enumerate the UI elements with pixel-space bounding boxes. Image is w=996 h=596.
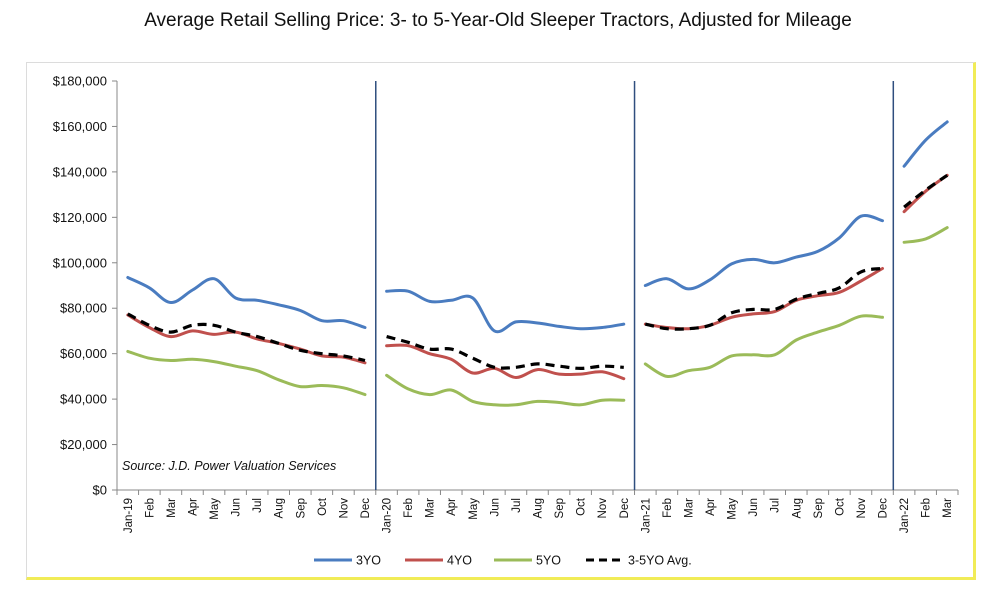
y-tick-label: $120,000 xyxy=(53,210,107,225)
x-tick-label: Feb xyxy=(403,498,415,518)
y-tick-label: $40,000 xyxy=(60,392,107,407)
y-tick-label: $20,000 xyxy=(60,437,107,452)
x-tick-label: Sep xyxy=(813,498,825,518)
y-tick-label: $80,000 xyxy=(60,301,107,316)
y-tick-label: $60,000 xyxy=(60,346,107,361)
x-tick-label: Feb xyxy=(144,498,156,518)
series-line-5yo xyxy=(643,314,884,379)
series-line-3-5yo-avg- xyxy=(644,266,883,331)
chart-title: Average Retail Selling Price: 3- to 5-Ye… xyxy=(144,10,852,31)
series-line-4yo xyxy=(643,267,884,331)
series-line-3-5yo-avg- xyxy=(127,312,366,363)
series-line-3yo xyxy=(126,276,367,329)
x-tick-label: Jul xyxy=(511,498,523,513)
legend-label: 5YO xyxy=(536,554,561,568)
x-tick-label: Mar xyxy=(425,498,437,518)
x-tick-label: May xyxy=(468,498,480,520)
x-tick-label: Mar xyxy=(683,498,695,518)
legend-label: 3-5YO Avg. xyxy=(628,554,692,568)
x-tick-label: Aug xyxy=(533,498,545,518)
x-tick-label: Feb xyxy=(662,498,674,518)
series-line-3yo xyxy=(643,214,884,291)
x-tick-label: Oct xyxy=(317,497,329,516)
x-tick-label: Nov xyxy=(597,498,609,519)
x-tick-label: Feb xyxy=(921,498,933,518)
x-tick-label: Dec xyxy=(360,498,372,519)
x-tick-label: Sep xyxy=(554,498,566,518)
x-tick-label: Dec xyxy=(878,498,890,519)
x-tick-label: Jun xyxy=(748,498,760,517)
series-line-4yo xyxy=(385,343,626,381)
x-tick-label: Jan-20 xyxy=(382,498,394,533)
y-tick-label: $0 xyxy=(93,483,107,498)
y-tick-label: $100,000 xyxy=(53,255,107,270)
x-tick-label: Mar xyxy=(166,498,178,518)
series-line-3-5yo-avg- xyxy=(386,335,624,370)
chart-frame xyxy=(26,62,976,580)
series-line-5yo xyxy=(385,373,626,407)
x-tick-label: Jan-19 xyxy=(123,498,135,533)
series-line-3yo xyxy=(902,120,949,168)
x-tick-label: Oct xyxy=(576,497,588,516)
x-tick-label: Jan-22 xyxy=(899,498,911,533)
series-line-3yo xyxy=(385,288,626,334)
x-tick-label: Apr xyxy=(446,498,458,516)
x-tick-label: Jun xyxy=(231,498,243,517)
y-tick-label: $140,000 xyxy=(53,164,107,179)
x-tick-label: Aug xyxy=(274,498,286,518)
x-tick-label: Jul xyxy=(252,498,264,513)
y-tick-label: $180,000 xyxy=(53,74,107,89)
x-tick-label: Nov xyxy=(856,498,868,519)
x-tick-label: Aug xyxy=(791,498,803,518)
x-tick-label: Jul xyxy=(770,498,782,513)
series-line-5yo xyxy=(126,349,367,397)
x-tick-label: Jan-21 xyxy=(640,498,652,533)
x-tick-label: Sep xyxy=(295,498,307,518)
series-line-5yo xyxy=(902,226,949,244)
x-tick-label: May xyxy=(727,498,739,520)
legend-label: 4YO xyxy=(447,554,472,568)
source-note: Source: J.D. Power Valuation Services xyxy=(122,459,336,473)
x-tick-label: Nov xyxy=(338,498,350,519)
legend-label: 3YO xyxy=(356,554,381,568)
y-tick-label: $160,000 xyxy=(53,119,107,134)
series-line-3-5yo-avg- xyxy=(903,173,949,209)
x-tick-label: Apr xyxy=(705,498,717,516)
x-tick-label: May xyxy=(209,498,221,520)
x-tick-label: Apr xyxy=(187,498,199,516)
x-tick-label: Jun xyxy=(489,498,501,517)
x-tick-label: Dec xyxy=(619,498,631,519)
x-tick-label: Oct xyxy=(834,497,846,516)
x-tick-label: Mar xyxy=(942,498,954,518)
